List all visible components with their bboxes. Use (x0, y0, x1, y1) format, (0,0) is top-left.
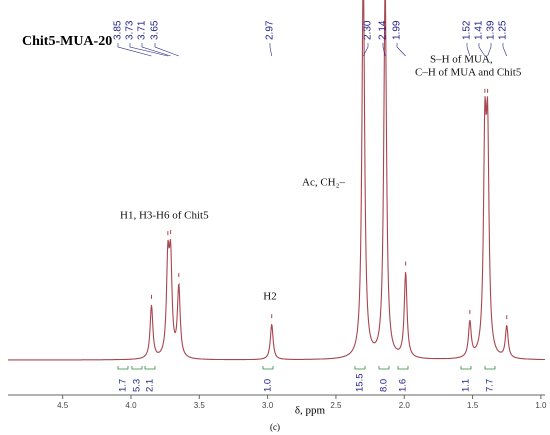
annotation: H2 (263, 291, 276, 303)
peak-leader (487, 43, 492, 57)
integral-bracket (378, 366, 390, 370)
annotation: Ac, CH₂– (302, 177, 345, 189)
peak-leader (117, 43, 152, 57)
integral-label: 7.7 (485, 379, 496, 392)
annotation: H1, H3-H6 of Chit5 (120, 210, 209, 222)
integral-bracket (397, 366, 409, 370)
peak-leader (154, 43, 179, 57)
peak-leader (502, 43, 508, 57)
integral-label: 1.7 (118, 379, 129, 392)
peak-leader (382, 43, 386, 57)
x-tick-label: 3.5 (194, 401, 206, 410)
x-axis-label: δ, ppm (295, 405, 326, 417)
peak-label: 2.30 (363, 20, 374, 40)
x-tick-label: 4.0 (125, 401, 137, 410)
x-tick-label: 2.0 (399, 401, 411, 410)
peak-label: 1.39 (486, 20, 497, 40)
integral-bracket (144, 366, 156, 370)
integral-bracket (484, 366, 496, 370)
chart-title: Chit5-MUA-20 (22, 34, 112, 49)
integral-label: 5.3 (132, 379, 143, 392)
peak-label: 1.99 (392, 20, 403, 40)
integral-label: 2.1 (145, 379, 156, 392)
peak-leader (141, 43, 171, 57)
peak-label: 3.73 (125, 20, 136, 40)
peak-leader (396, 43, 406, 57)
peak-leader (478, 43, 486, 57)
x-tick-label: 1.0 (535, 401, 547, 410)
peak-label: 2.14 (378, 20, 389, 40)
integral-bracket (131, 366, 143, 370)
integral-bracket (354, 366, 366, 370)
peak-label: 1.41 (474, 20, 485, 40)
integral-label: 1.6 (398, 379, 409, 392)
peak-label: 1.52 (462, 20, 473, 40)
integral-label: 8.0 (379, 379, 390, 392)
integral-label: 15.5 (355, 374, 366, 393)
caption: (c) (270, 422, 280, 432)
peak-label: 3.85 (113, 20, 124, 40)
spectrum-line (8, 0, 545, 361)
integral-label: 1.1 (461, 379, 472, 392)
x-tick-label: 1.5 (467, 401, 479, 410)
peak-label: 1.25 (498, 20, 509, 40)
peak-leader (129, 43, 168, 57)
integral-bracket (460, 366, 472, 370)
x-tick-label: 3.0 (262, 401, 274, 410)
x-tick-label: 4.5 (57, 401, 69, 410)
annotation: S–H of MUA, (430, 54, 493, 66)
peak-leader (269, 43, 273, 57)
annotation: C–H of MUA and Chit5 (415, 67, 522, 79)
x-tick-label: 2.5 (330, 401, 342, 410)
integral-bracket (117, 366, 129, 370)
peak-label: 3.65 (150, 20, 161, 40)
peak-label: 3.71 (137, 20, 148, 40)
integral-bracket (262, 366, 274, 370)
peak-leader (466, 43, 471, 57)
integral-label: 1.0 (263, 379, 274, 392)
peak-label: 2.97 (265, 20, 276, 40)
peak-leader (363, 43, 369, 57)
